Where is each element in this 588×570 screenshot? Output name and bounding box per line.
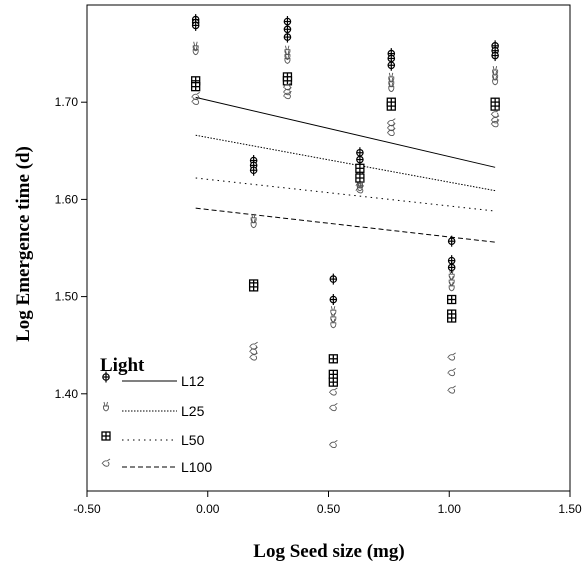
data-point-l25	[492, 75, 499, 86]
y-tick-label: 1.60	[55, 192, 79, 206]
data-point-l100	[355, 180, 365, 189]
data-point-l50	[191, 81, 201, 92]
fit-line-l12	[195, 96, 496, 168]
legend: Light L12 L25 L50 L100	[100, 355, 212, 475]
data-point-l25	[448, 275, 455, 286]
data-point-l50	[328, 354, 338, 364]
data-point-l50	[355, 173, 365, 183]
data-point-l100	[447, 385, 456, 394]
data-points	[191, 14, 500, 449]
x-tick-label: -0.50	[73, 502, 101, 516]
fit-line-l50	[195, 177, 496, 212]
data-point-l25	[284, 45, 291, 56]
data-point-l100	[328, 439, 338, 449]
data-point-l12	[283, 31, 292, 43]
data-point-l100	[249, 341, 258, 350]
data-point-l25	[330, 318, 337, 329]
data-point-l12	[447, 261, 456, 273]
data-point-l12	[387, 59, 396, 71]
data-point-l100	[191, 91, 200, 101]
data-point-l100	[283, 82, 292, 91]
data-point-l12	[491, 50, 499, 62]
data-point-l12	[447, 235, 456, 247]
data-point-l25	[250, 218, 257, 229]
data-point-l12	[329, 273, 338, 285]
x-tick-label: 1.00	[438, 502, 462, 516]
legend-label-l50: L50	[181, 432, 205, 448]
data-point-l25	[448, 270, 455, 280]
data-point-l12	[249, 164, 258, 176]
data-point-l25	[388, 82, 395, 93]
y-tick-label: 1.50	[55, 290, 79, 304]
legend-marker-l100	[101, 458, 111, 467]
data-point-l25	[448, 281, 455, 292]
x-tick-label: 1.50	[558, 502, 582, 516]
data-point-l50	[355, 163, 365, 173]
data-point-l100	[490, 119, 500, 128]
data-point-l100	[355, 185, 365, 194]
data-point-l50	[328, 369, 338, 380]
data-point-l100	[447, 352, 456, 361]
y-axis-label: Log Emergence time (d)	[13, 146, 34, 342]
data-point-l100	[191, 96, 200, 105]
data-point-l100	[328, 387, 338, 396]
data-point-l100	[386, 127, 396, 137]
legend-marker-l50	[101, 431, 111, 441]
data-point-l100	[249, 352, 258, 361]
data-point-l25	[192, 41, 199, 52]
data-point-l25	[284, 50, 291, 61]
legend-title: Light	[100, 355, 145, 376]
data-point-l12	[329, 294, 338, 306]
x-axis-label: Log Seed size (mg)	[253, 541, 404, 562]
data-point-l25	[330, 306, 337, 316]
fit-lines	[195, 96, 496, 243]
data-point-l12	[191, 19, 200, 31]
data-point-l100	[386, 123, 396, 132]
legend-label-l25: L25	[181, 403, 205, 419]
data-point-l25	[330, 312, 337, 323]
data-point-l100	[328, 403, 338, 412]
legend-marker-l25	[102, 401, 110, 412]
data-point-l50	[386, 101, 396, 111]
data-point-l100	[283, 91, 292, 100]
data-point-l50	[248, 282, 259, 292]
legend-label-l12: L12	[181, 373, 205, 389]
x-tick-label: 0.50	[317, 502, 341, 516]
data-point-l25	[192, 45, 199, 56]
fit-line-l25	[195, 134, 496, 192]
data-point-l100	[447, 368, 456, 377]
data-point-l25	[388, 72, 395, 83]
fit-line-l100	[195, 207, 496, 243]
data-point-l100	[386, 118, 396, 127]
data-point-l50	[328, 377, 338, 387]
data-point-l12	[283, 16, 292, 28]
data-point-l50	[447, 313, 457, 323]
y-axis: 1.40 1.50 1.60 1.70	[55, 95, 87, 401]
y-tick-label: 1.40	[55, 387, 79, 401]
legend-marker-l12	[102, 371, 110, 383]
x-tick-label: 0.00	[196, 502, 220, 516]
data-point-l50	[447, 294, 457, 305]
x-axis: -0.50 0.00 0.50 1.00 1.50	[73, 491, 582, 516]
data-point-l50	[490, 101, 500, 111]
y-tick-label: 1.70	[55, 95, 79, 109]
data-point-l25	[284, 54, 291, 64]
data-point-l25	[492, 65, 499, 76]
legend-label-l100: L100	[181, 459, 212, 475]
